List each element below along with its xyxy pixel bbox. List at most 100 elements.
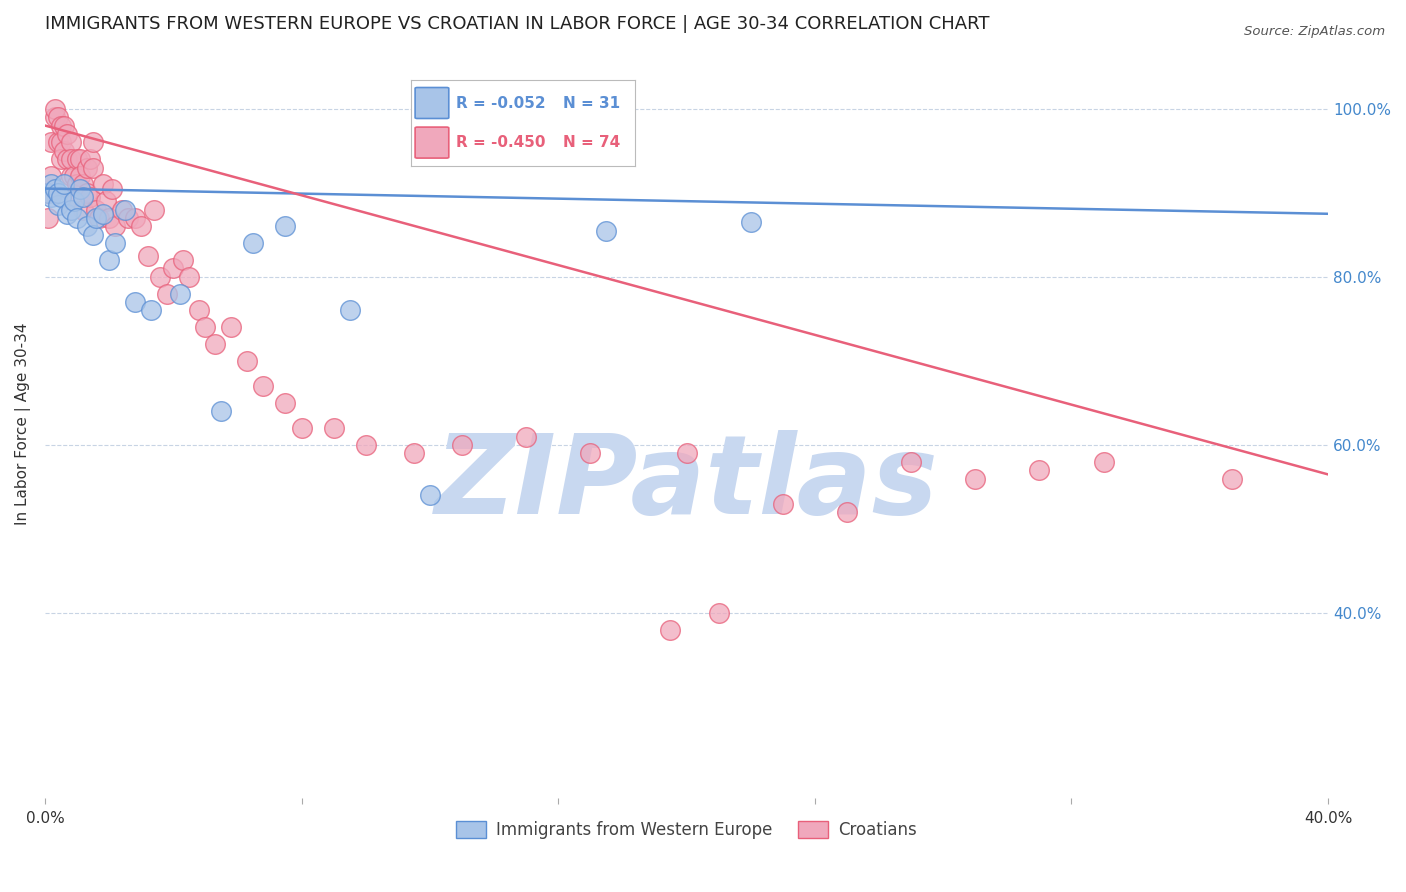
Y-axis label: In Labor Force | Age 30-34: In Labor Force | Age 30-34 [15, 323, 31, 525]
Point [49, 190, 72, 204]
Text: ZIPatlas: ZIPatlas [434, 430, 938, 537]
Point [274, 396, 297, 410]
Point [136, 249, 159, 263]
Point [194, 320, 217, 334]
Point [44, 110, 66, 124]
Point [59, 136, 82, 150]
Point [76, 219, 98, 234]
Point [835, 505, 858, 519]
Point [242, 236, 264, 251]
Point [169, 286, 191, 301]
Point [56, 127, 79, 141]
Point [82, 136, 104, 150]
Point [62, 194, 84, 209]
Point [124, 211, 146, 225]
Point [72, 202, 94, 217]
Point [290, 421, 312, 435]
Point [236, 354, 259, 368]
Point [46, 198, 69, 212]
Point [900, 455, 922, 469]
Point [354, 438, 377, 452]
Point [179, 269, 201, 284]
Point [62, 169, 84, 183]
Point [39, 169, 62, 183]
Point [66, 152, 89, 166]
Point [143, 202, 166, 217]
Point [162, 261, 184, 276]
Point [675, 446, 697, 460]
Point [59, 202, 82, 217]
Text: Source: ZipAtlas.com: Source: ZipAtlas.com [1244, 25, 1385, 38]
Point [419, 488, 441, 502]
Point [111, 202, 134, 217]
Point [72, 178, 94, 192]
Point [91, 178, 114, 192]
Point [76, 186, 98, 200]
Point [49, 119, 72, 133]
Point [82, 227, 104, 242]
Point [53, 178, 76, 192]
Point [579, 446, 602, 460]
Point [39, 178, 62, 192]
Point [740, 215, 762, 229]
Point [79, 190, 101, 204]
Point [515, 429, 537, 443]
Point [69, 169, 91, 183]
Point [129, 219, 152, 234]
Point [139, 303, 162, 318]
Point [44, 181, 66, 195]
Point [59, 169, 82, 183]
Point [772, 497, 794, 511]
Point [69, 181, 91, 195]
Point [69, 152, 91, 166]
Point [94, 194, 117, 209]
Point [46, 186, 69, 200]
Text: IMMIGRANTS FROM WESTERN EUROPE VS CROATIAN IN LABOR FORCE | AGE 30-34 CORRELATIO: IMMIGRANTS FROM WESTERN EUROPE VS CROATI… [45, 15, 990, 33]
Point [44, 102, 66, 116]
Point [965, 472, 987, 486]
Point [209, 404, 232, 418]
Point [1028, 463, 1050, 477]
Point [98, 253, 121, 268]
Point [72, 190, 94, 204]
Point [124, 295, 146, 310]
Point [156, 286, 179, 301]
Point [1092, 455, 1115, 469]
Point [1220, 472, 1243, 486]
Point [274, 219, 297, 234]
Point [104, 219, 127, 234]
Point [172, 253, 194, 268]
Point [707, 606, 730, 620]
Point [339, 303, 361, 318]
Point [53, 144, 76, 158]
Point [204, 337, 226, 351]
Point [104, 236, 127, 251]
Point [66, 178, 89, 192]
Point [101, 181, 124, 195]
Point [62, 190, 84, 204]
Point [219, 320, 242, 334]
Point [39, 190, 62, 204]
Point [187, 303, 209, 318]
Point [98, 211, 121, 225]
Point [117, 211, 139, 225]
Point [56, 152, 79, 166]
Point [84, 202, 107, 217]
Point [59, 152, 82, 166]
Point [39, 136, 62, 150]
Point [659, 623, 682, 637]
Point [595, 224, 617, 238]
Point [89, 211, 111, 225]
Point [49, 136, 72, 150]
Point [53, 119, 76, 133]
Point [84, 211, 107, 225]
Point [46, 110, 69, 124]
Point [402, 446, 425, 460]
Point [46, 136, 69, 150]
Point [37, 186, 59, 200]
Point [79, 152, 101, 166]
Point [56, 207, 79, 221]
Point [91, 207, 114, 221]
Point [37, 186, 59, 200]
Point [149, 269, 172, 284]
